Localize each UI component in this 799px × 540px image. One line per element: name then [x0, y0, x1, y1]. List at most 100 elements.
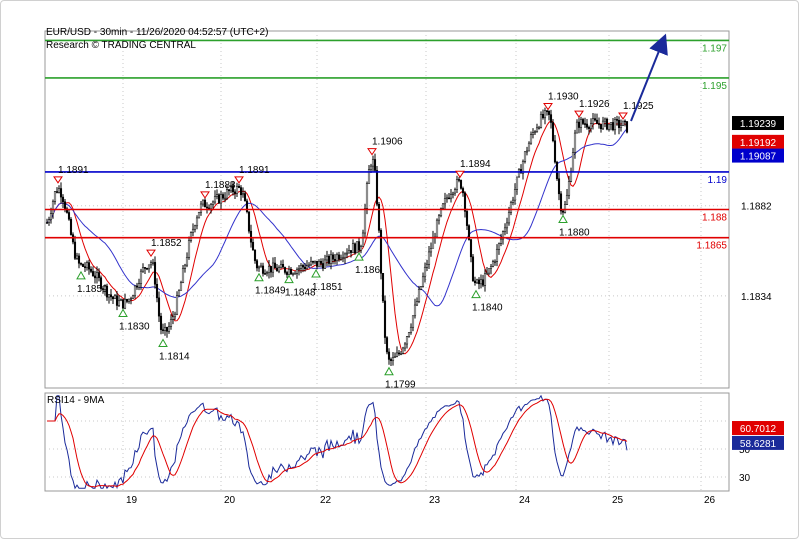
candle-body	[355, 241, 359, 254]
candle-body	[245, 200, 249, 212]
swing-high-label: 1.1891	[58, 165, 89, 176]
candle-body	[445, 197, 449, 200]
candle-body	[273, 262, 277, 269]
swing-low-marker	[158, 338, 168, 348]
candle-body	[523, 151, 527, 162]
candle-body	[201, 199, 205, 205]
candle-body	[221, 194, 225, 199]
candle-body	[421, 276, 425, 287]
candle-body	[429, 248, 433, 253]
swing-low-label: 1.1814	[159, 352, 190, 363]
swing-low-label: 1.186	[355, 265, 380, 276]
swing-high-label: 1.1852	[151, 238, 182, 249]
candle-body	[343, 253, 347, 259]
swing-high-label: 1.1894	[460, 159, 491, 170]
candle-body	[153, 262, 157, 285]
candle-body	[339, 257, 343, 260]
candle-body	[73, 241, 77, 259]
candle-body	[581, 119, 585, 124]
candle-body	[535, 127, 539, 133]
research-credit: Research © TRADING CENTRAL	[46, 40, 196, 51]
swing-low-label: 1.1840	[472, 303, 503, 314]
candle-body	[319, 261, 323, 264]
price-tag	[732, 148, 784, 163]
candle-body	[545, 110, 549, 113]
candle-body	[155, 283, 159, 299]
candle-body	[79, 263, 83, 265]
candle-body	[409, 326, 413, 333]
candle-body	[49, 213, 53, 220]
swing-high-marker	[543, 103, 553, 111]
candle-body	[125, 298, 129, 302]
candle-body	[167, 326, 171, 332]
candle-body	[411, 315, 415, 328]
candle-body	[231, 185, 235, 193]
candle-body	[313, 260, 317, 263]
candle-body	[263, 273, 267, 275]
swing-high-marker	[53, 176, 63, 184]
candle-body	[299, 265, 303, 269]
candle-body	[471, 256, 475, 282]
candle-body	[507, 211, 511, 224]
candle-body	[515, 176, 519, 190]
candle-body	[111, 296, 115, 300]
swing-high-label: 1.1891	[239, 165, 270, 176]
candle-body	[249, 230, 253, 243]
candle-body	[69, 218, 73, 235]
candle-body	[431, 237, 435, 249]
candle-body	[127, 298, 131, 302]
candle-body	[503, 227, 507, 232]
x-tick-label: 23	[429, 495, 441, 506]
candle-body	[383, 300, 387, 338]
target-arrow	[630, 33, 668, 122]
swing-low-marker	[471, 289, 481, 299]
swing-high-label: 1.1926	[579, 99, 610, 110]
candle-body	[469, 239, 473, 258]
candle-body	[191, 228, 195, 233]
x-tick-label: 26	[704, 495, 716, 506]
candle-body	[513, 189, 517, 201]
candle-body	[193, 225, 197, 230]
candle-body	[235, 185, 239, 194]
candle-body	[625, 121, 629, 133]
candle-body	[253, 249, 257, 261]
price-tag-label: 1.19192	[740, 138, 777, 149]
candle-body	[425, 263, 429, 268]
candle-body	[81, 263, 85, 267]
candle-body	[151, 262, 155, 264]
candle-body	[419, 286, 423, 290]
candle-body	[285, 272, 289, 275]
candle-body	[107, 294, 111, 298]
candle-body	[327, 255, 331, 264]
candle-body	[113, 295, 117, 300]
candle-body	[85, 262, 89, 268]
candle-body	[553, 140, 557, 163]
rsi-tick-label: 30	[739, 473, 751, 484]
rsi-tick-label: 50	[739, 445, 751, 456]
swing-high-label: 1.1925	[623, 101, 654, 112]
candle-body	[459, 180, 463, 189]
swing-low-label: 1.1830	[119, 321, 150, 332]
swing-low-marker	[76, 270, 86, 280]
candle-body	[75, 255, 79, 259]
candle-body	[305, 265, 309, 270]
candle-body	[601, 120, 605, 130]
candle-body	[385, 337, 389, 353]
candle-body	[619, 125, 623, 128]
rsi-value-tag-label: 58.6281	[740, 439, 777, 450]
swing-low-marker	[254, 272, 264, 282]
candle-body	[99, 277, 103, 289]
candle-body	[255, 260, 259, 269]
candle-body	[275, 267, 279, 272]
candle-body	[359, 246, 363, 251]
candle-body	[117, 300, 121, 306]
candle-body	[103, 285, 107, 290]
swing-low-label: 1.1848	[285, 288, 316, 299]
candle-body	[483, 273, 487, 286]
candle-body	[243, 193, 247, 202]
candle-body	[211, 201, 215, 205]
candle-body	[283, 267, 287, 273]
candle-body	[617, 120, 621, 128]
swing-low-label: 1.1849	[255, 286, 286, 297]
